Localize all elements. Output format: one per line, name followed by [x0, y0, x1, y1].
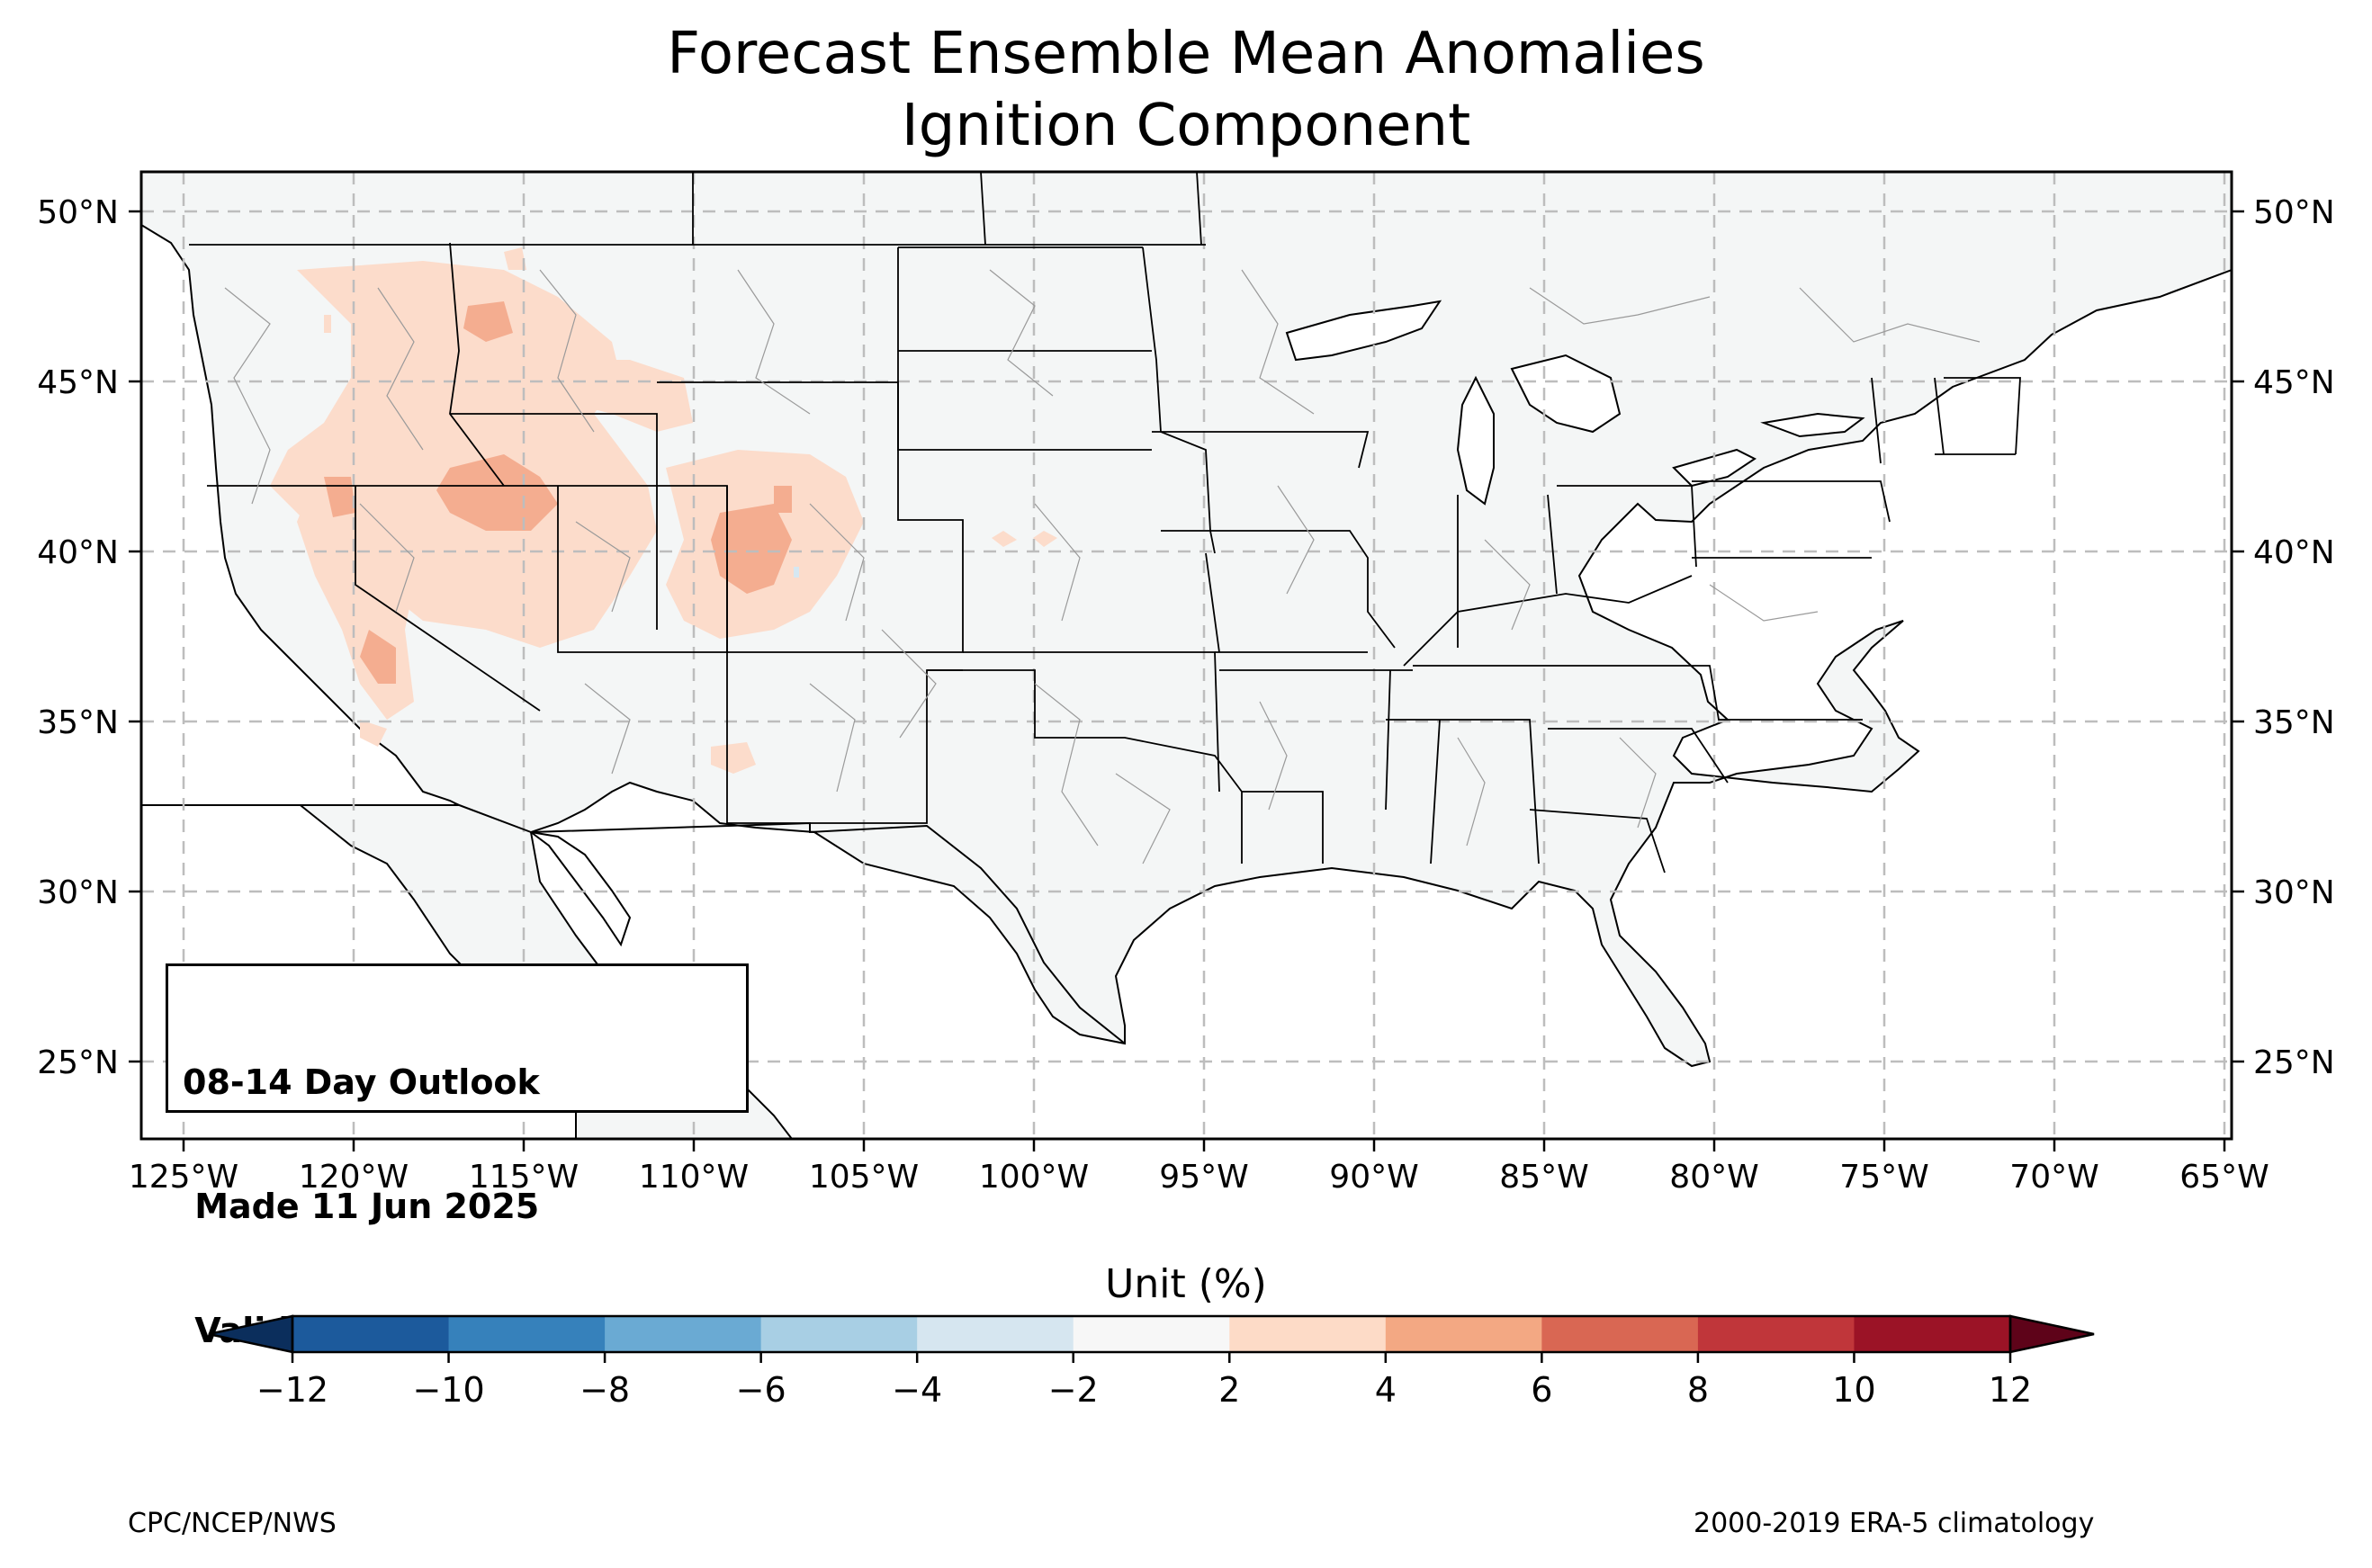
title-line-2: Ignition Component — [901, 93, 1471, 159]
lat-tick-label-right: 35°N — [2253, 704, 2335, 741]
colorbar-ticks: −12 −10 −8 −6 −4 −2 2 4 6 8 10 12 — [256, 1352, 2032, 1410]
lat-tick-marks — [129, 210, 2244, 1063]
lon-tick-label: 75°W — [1839, 1159, 1928, 1196]
lon-tick-label: 110°W — [639, 1159, 749, 1196]
colorbar-segment — [605, 1316, 762, 1352]
colorbar-tick-label: −6 — [736, 1370, 786, 1410]
mexico-border — [454, 802, 1126, 1044]
lon-tick-label: 125°W — [129, 1159, 238, 1196]
colorbar-segment — [1385, 1316, 1542, 1352]
chart-title: Forecast Ensemble Mean Anomalies Ignitio… — [0, 18, 2372, 162]
division-lines — [224, 269, 1981, 865]
colorbar-tick-label: −8 — [580, 1370, 630, 1410]
lat-tick-label-right: 40°N — [2253, 534, 2335, 571]
colorbar-under-arrow — [208, 1314, 294, 1354]
lat-tick-label-left: 40°N — [37, 534, 119, 571]
colorbar-tick-label: 2 — [1218, 1370, 1240, 1410]
lon-tick-label: 120°W — [299, 1159, 409, 1196]
outlook-made-date: Made 11 Jun 2025 — [183, 1187, 540, 1226]
lat-tick-label-left: 45°N — [37, 364, 119, 401]
lat-tick-label-left: 30°N — [37, 874, 119, 911]
lon-tick-marks — [182, 1139, 2226, 1151]
lat-tick-label-right: 45°N — [2253, 364, 2335, 401]
colorbar-segment — [760, 1316, 918, 1352]
colorbar-segment — [1697, 1316, 1855, 1352]
lon-tick-label: 115°W — [469, 1159, 579, 1196]
colorbar-tick-label: −12 — [256, 1370, 328, 1410]
footer-climatology: 2000-2019 ERA-5 climatology — [1694, 1508, 2095, 1539]
colorbar-tick-label: 8 — [1687, 1370, 1709, 1410]
colorbar-tick-label: 4 — [1375, 1370, 1397, 1410]
lon-tick-label: 85°W — [1499, 1159, 1588, 1196]
lat-tick-label-right: 30°N — [2253, 874, 2335, 911]
lat-tick-label-right: 25°N — [2253, 1044, 2335, 1081]
title-line-1: Forecast Ensemble Mean Anomalies — [667, 21, 1705, 87]
colorbar-segment — [1229, 1316, 1387, 1352]
colorbar-label: Unit (%) — [1105, 1261, 1267, 1307]
great-lakes — [1285, 300, 1865, 506]
colorbar-segment — [1541, 1316, 1699, 1352]
outlook-period: 08-14 Day Outlook — [183, 1062, 540, 1102]
colorbar-tick-label: 6 — [1531, 1370, 1552, 1410]
lat-tick-label-left: 50°N — [37, 194, 119, 231]
lon-tick-label: 80°W — [1669, 1159, 1758, 1196]
footer-source: CPC/NCEP/NWS — [128, 1508, 337, 1539]
colorbar-segments — [292, 1316, 2011, 1352]
colorbar-tick-label: −10 — [412, 1370, 484, 1410]
gulf-of-california — [530, 831, 632, 947]
lon-tick-label: 100°W — [979, 1159, 1089, 1196]
map-frame — [139, 170, 2233, 1141]
lon-tick-label: 105°W — [809, 1159, 919, 1196]
colorbar-tick-label: 10 — [1832, 1370, 1875, 1410]
colorbar-segment — [917, 1316, 1074, 1352]
colorbar-frame — [291, 1314, 2012, 1354]
pacific-coast — [141, 172, 460, 806]
colorbar-over-arrow — [2008, 1314, 2095, 1354]
lat-tick-label-right: 50°N — [2253, 194, 2335, 231]
colorbar-segment — [292, 1316, 450, 1352]
colorbar-segment — [1073, 1316, 1230, 1352]
lon-tick-label: 90°W — [1329, 1159, 1418, 1196]
colorbar-tick-label: −2 — [1048, 1370, 1099, 1410]
lat-tick-label-left: 25°N — [37, 1044, 119, 1081]
colorbar-tick-label: 12 — [1989, 1370, 2032, 1410]
lon-tick-label: 70°W — [2009, 1159, 2098, 1196]
colorbar-segment — [1854, 1316, 2011, 1352]
colorbar-segment — [448, 1316, 606, 1352]
lon-tick-label: 95°W — [1159, 1159, 1248, 1196]
lat-tick-label-left: 35°N — [37, 704, 119, 741]
state-borders — [189, 172, 2021, 874]
colorbar-tick-label: −4 — [892, 1370, 942, 1410]
lon-tick-label: 65°W — [2179, 1159, 2269, 1196]
